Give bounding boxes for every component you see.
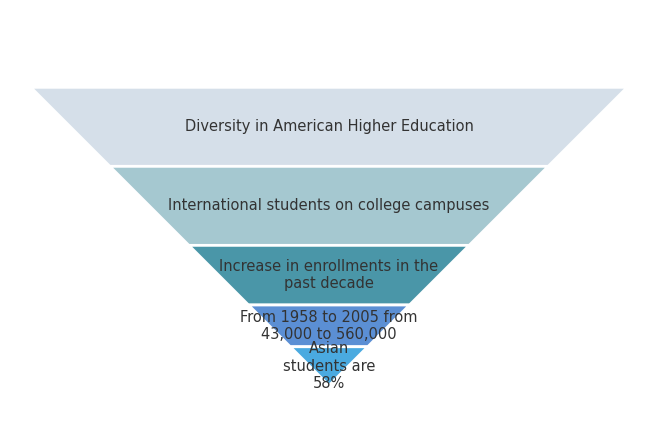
Polygon shape (290, 347, 368, 385)
Text: From 1958 to 2005 from
43,000 to 560,000: From 1958 to 2005 from 43,000 to 560,000 (240, 310, 418, 342)
Polygon shape (189, 245, 469, 305)
Polygon shape (110, 166, 548, 245)
Text: Diversity in American Higher Education: Diversity in American Higher Education (184, 119, 474, 134)
Text: International students on college campuses: International students on college campus… (168, 198, 490, 214)
Text: Asian
students are
58%: Asian students are 58% (283, 341, 375, 391)
Polygon shape (31, 87, 627, 166)
Polygon shape (249, 305, 409, 347)
Text: Increase in enrollments in the
past decade: Increase in enrollments in the past deca… (219, 259, 439, 291)
